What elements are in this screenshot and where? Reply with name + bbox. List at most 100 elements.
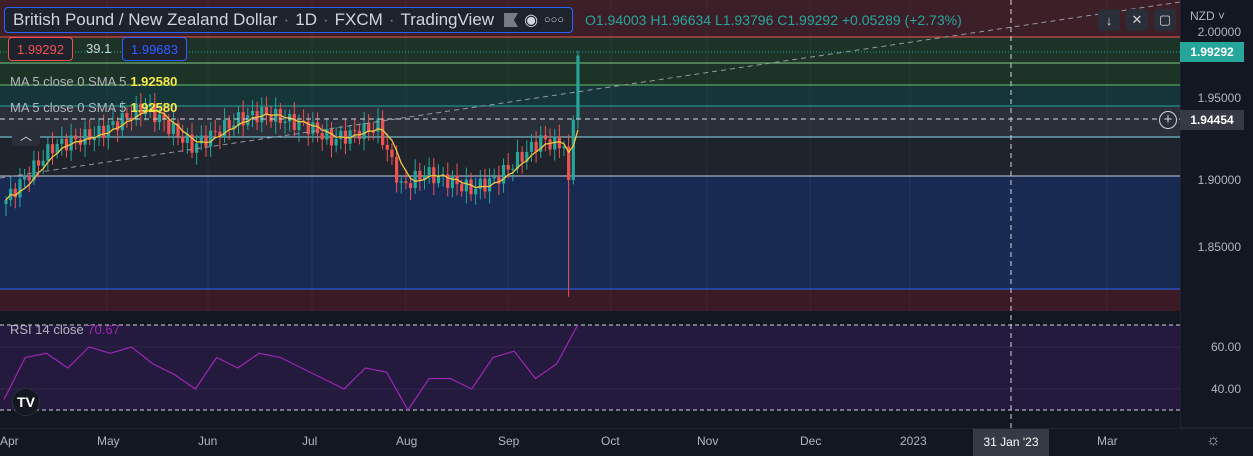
candle-body — [399, 181, 403, 183]
time-label: Aug — [396, 434, 418, 448]
candle-body — [529, 141, 534, 152]
candle-body — [232, 125, 236, 129]
candle-body — [60, 138, 64, 144]
time-label: Dec — [800, 434, 822, 448]
flag-icon[interactable] — [504, 13, 519, 27]
candle-body — [46, 144, 50, 161]
eye-icon[interactable]: ◉ — [524, 12, 539, 29]
candle-body — [162, 114, 166, 120]
candle-body — [460, 184, 464, 192]
fib-band — [0, 137, 1180, 176]
candle-body — [250, 110, 255, 116]
rsi-tick: 60.00 — [1210, 340, 1241, 354]
candle-body — [464, 179, 468, 192]
candle-body — [567, 146, 571, 180]
currency-label: NZD — [1190, 9, 1215, 23]
candle-body — [543, 135, 547, 140]
candle-body — [376, 118, 380, 132]
price-tick: 1.95000 — [1197, 91, 1241, 105]
ma-legend-1[interactable]: MA 5 close 0 SMA 5 1.92580 — [10, 74, 177, 89]
source: TradingView — [400, 10, 495, 29]
candle-body — [515, 151, 520, 169]
candle-body — [218, 131, 222, 138]
candle-body — [306, 121, 310, 135]
low-value: L1.93796 — [714, 12, 774, 28]
ma-value: 1.92580 — [130, 74, 178, 89]
settings-icon[interactable]: ☼ — [1206, 432, 1221, 449]
candle-body — [339, 130, 343, 139]
separator: · — [283, 10, 290, 29]
candle-body — [50, 144, 55, 154]
candle-body — [120, 113, 124, 131]
candle-body — [446, 174, 450, 188]
close-value: C1.99292 — [777, 12, 838, 28]
rsi-tick: 40.00 — [1210, 382, 1241, 396]
candle-body — [260, 107, 264, 123]
rsi-legend[interactable]: RSI 14 close 70.67 — [10, 322, 120, 337]
candle-body — [506, 164, 510, 170]
candle-body — [325, 129, 329, 140]
price-axis — [1180, 0, 1253, 456]
fullscreen-icon[interactable]: ▢ — [1154, 9, 1176, 31]
candle-body — [395, 157, 399, 183]
candle-body — [88, 129, 92, 141]
candle-body — [4, 200, 8, 205]
rsi-line — [3, 324, 579, 412]
symbol-name: British Pound / New Zealand Dollar — [13, 10, 278, 29]
rsi-band — [0, 325, 1180, 410]
candle-body — [102, 125, 106, 138]
rsi-label: RSI 14 close — [10, 322, 84, 337]
candle-body — [385, 144, 389, 150]
sell-button[interactable]: 1.99292 — [8, 37, 73, 61]
candle-body — [539, 135, 543, 152]
header-row: British Pound / New Zealand Dollar · 1D · … — [4, 7, 966, 33]
last-price-label: 1.99292 — [1180, 42, 1244, 62]
candle-body — [32, 160, 36, 181]
candle-body — [111, 121, 115, 126]
candle-body — [329, 129, 334, 146]
ohlc-values: O1.94003 H1.96634 L1.93796 C1.99292 +0.0… — [580, 9, 966, 31]
sell-price: 1.99292 — [17, 41, 64, 57]
candle-body — [199, 135, 203, 144]
price-tick: 2.00000 — [1197, 25, 1241, 39]
candle-body — [69, 135, 73, 151]
candle-body — [134, 103, 138, 120]
collapse-icon[interactable]: ✕ — [1126, 9, 1148, 31]
trend-line — [0, 1, 1181, 179]
currency-select[interactable]: NZD ˅ — [1190, 9, 1226, 23]
symbol-title[interactable]: British Pound / New Zealand Dollar · 1D · … — [4, 7, 573, 33]
more-icon[interactable]: ○○○ — [544, 14, 564, 26]
candle-body — [362, 123, 366, 140]
candle-body — [381, 118, 385, 145]
candle-body — [167, 119, 171, 134]
tradingview-logo[interactable]: TV — [12, 388, 40, 416]
candle-body — [181, 136, 185, 143]
ma-legend-2[interactable]: MA 5 close 0 SMA 5 1.92580 — [10, 100, 177, 115]
price-tick: 1.90000 — [1197, 173, 1241, 187]
candle-body — [13, 188, 17, 198]
candle-body — [371, 131, 375, 133]
buy-button[interactable]: 1.99683 — [122, 37, 187, 61]
candle-body — [478, 178, 482, 189]
add-alert-icon[interactable]: + — [1159, 111, 1177, 129]
collapse-legend-button[interactable]: ︿ — [12, 126, 40, 146]
candle-body — [157, 114, 162, 123]
time-label: Sep — [498, 434, 520, 448]
ma-value: 1.92580 — [130, 100, 178, 115]
scroll-down-icon[interactable]: ↓ — [1098, 9, 1120, 31]
candle-body — [297, 120, 301, 130]
fib-band — [0, 85, 1180, 106]
time-label: Nov — [697, 434, 719, 448]
interval[interactable]: 1D — [295, 10, 317, 29]
time-label: Apr — [0, 434, 19, 448]
candle-body — [171, 123, 175, 134]
candle-body — [488, 178, 492, 192]
buy-price: 1.99683 — [131, 41, 178, 57]
candle-body — [497, 176, 501, 184]
candle-body — [176, 123, 180, 137]
candle-body — [125, 113, 129, 118]
candle-body — [450, 175, 454, 188]
change-value: +0.05289 (+2.73%) — [841, 12, 962, 28]
time-label: Oct — [601, 434, 620, 448]
